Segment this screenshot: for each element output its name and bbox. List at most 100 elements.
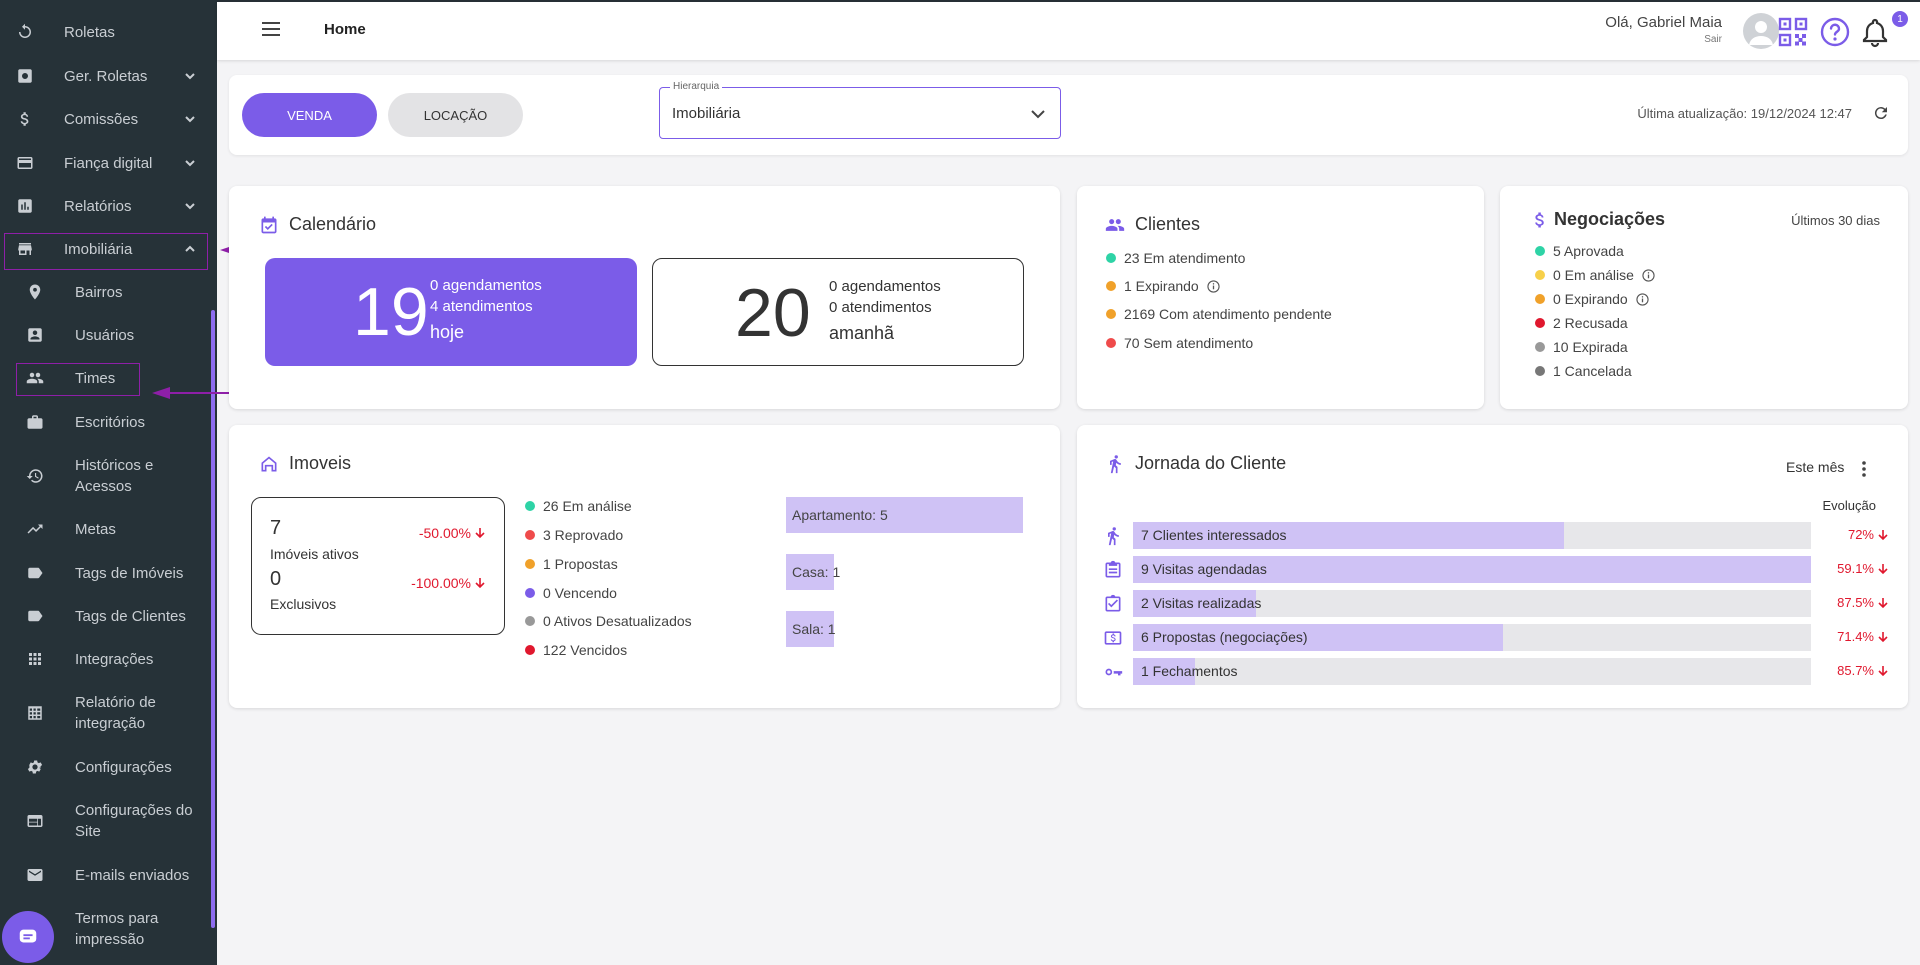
negociacoes-item[interactable]: 1 Cancelada bbox=[1535, 363, 1632, 379]
user-badge-icon bbox=[26, 326, 44, 344]
imoveis-status-label: 0 Ativos Desatualizados bbox=[543, 613, 692, 629]
negociacoes-item[interactable]: 10 Expirada bbox=[1535, 339, 1628, 355]
jornada-row[interactable]: 2 Visitas realizadas 87.5% bbox=[1103, 590, 1888, 617]
sidebar-item-tags-imoveis[interactable]: Tags de Imóveis bbox=[0, 562, 217, 584]
imoveis-status-item[interactable]: 0 Ativos Desatualizados bbox=[525, 613, 692, 629]
menu-icon[interactable] bbox=[262, 22, 280, 36]
hierarquia-label: Hierarquia bbox=[670, 81, 723, 92]
sidebar-item-label: Fiança digital bbox=[64, 154, 153, 172]
status-dot bbox=[1106, 338, 1116, 348]
sidebar-item-relatorios[interactable]: Relatórios bbox=[0, 195, 217, 217]
negociacoes-item-label: 2 Recusada bbox=[1553, 315, 1628, 331]
sidebar-item-historicos[interactable]: Históricos e Acessos bbox=[0, 455, 217, 497]
help-icon[interactable] bbox=[1819, 16, 1851, 48]
sidebar-item-emails[interactable]: E-mails enviados bbox=[0, 864, 217, 886]
sidebar-item-configuracoes-site[interactable]: Configurações do Site bbox=[0, 800, 217, 842]
jornada-row[interactable]: 6 Propostas (negociações) 71.4% bbox=[1103, 624, 1888, 651]
imoveis-ativos-pct-value: -50.00% bbox=[418, 525, 471, 541]
settings-box-icon bbox=[16, 67, 34, 85]
sidebar-item-label: Relatórios bbox=[64, 197, 132, 215]
negociacoes-item[interactable]: 2 Recusada bbox=[1535, 315, 1628, 331]
sidebar-item-termos[interactable]: Termos para impressão bbox=[0, 908, 217, 950]
sidebar-item-imobiliaria[interactable]: Imobiliária bbox=[0, 238, 217, 260]
venda-button[interactable]: VENDA bbox=[242, 93, 377, 137]
sidebar-item-metas[interactable]: Metas bbox=[0, 518, 217, 540]
negociacoes-item[interactable]: 0 Em análise bbox=[1535, 267, 1655, 283]
evolucao-label: Evolução bbox=[1822, 498, 1876, 513]
sidebar-item-fianca-digital[interactable]: Fiança digital bbox=[0, 152, 217, 174]
sidebar-item-relatorio-integracao[interactable]: Relatório de integração bbox=[0, 692, 217, 734]
info-icon[interactable] bbox=[1207, 279, 1220, 293]
jornada-evolucao: 87.5% bbox=[1825, 595, 1889, 610]
imoveis-exclusivos-count: 0 bbox=[270, 568, 282, 590]
status-dot bbox=[1535, 294, 1545, 304]
imoveis-status-item[interactable]: 3 Reprovado bbox=[525, 527, 623, 543]
info-icon[interactable] bbox=[1636, 292, 1649, 306]
sidebar-item-escritorios[interactable]: Escritórios bbox=[0, 411, 217, 433]
imoveis-ativos-count: 7 bbox=[270, 517, 282, 539]
status-dot bbox=[525, 645, 535, 655]
hierarquia-select[interactable]: Hierarquia Imobiliária bbox=[659, 81, 1061, 139]
imoveis-status-label: 0 Vencendo bbox=[543, 585, 617, 601]
more-vert-icon[interactable] bbox=[1861, 460, 1867, 478]
arrow-down-icon bbox=[1878, 529, 1888, 540]
status-dot bbox=[1535, 366, 1545, 376]
clientes-item[interactable]: 23 Em atendimento bbox=[1106, 250, 1245, 266]
clientes-item[interactable]: 1 Expirando bbox=[1106, 278, 1220, 294]
locacao-button[interactable]: LOCAÇÃO bbox=[388, 93, 523, 137]
jornada-period[interactable]: Este mês bbox=[1786, 459, 1845, 475]
sidebar-item-comissoes[interactable]: Comissões bbox=[0, 108, 217, 130]
info-icon[interactable] bbox=[1642, 268, 1655, 282]
bell-icon[interactable] bbox=[1859, 16, 1891, 48]
status-dot bbox=[525, 588, 535, 598]
calendario-hoje[interactable]: 19 0 agendamentos 4 atendimentos hoje bbox=[265, 258, 637, 366]
refresh-icon[interactable] bbox=[1872, 104, 1890, 122]
negociacoes-title-text: Negociações bbox=[1554, 209, 1666, 229]
sidebar-item-bairros[interactable]: Bairros bbox=[0, 281, 217, 303]
imoveis-exclusivos-pct-value: -100.00% bbox=[411, 575, 471, 591]
imoveis-status-item[interactable]: 0 Vencendo bbox=[525, 585, 617, 601]
money-icon bbox=[1104, 631, 1122, 645]
jornada-row[interactable]: 1 Fechamentos 85.7% bbox=[1103, 658, 1888, 685]
imoveis-title: Imoveis bbox=[259, 453, 351, 474]
people-icon bbox=[26, 369, 44, 387]
sidebar-item-tags-clientes[interactable]: Tags de Clientes bbox=[0, 605, 217, 627]
hierarquia-value: Imobiliária bbox=[672, 105, 741, 122]
tipo-bar-sala[interactable]: Sala: 1 bbox=[786, 611, 836, 647]
qr-code-icon[interactable] bbox=[1777, 16, 1809, 48]
imoveis-status-item[interactable]: 1 Propostas bbox=[525, 556, 618, 572]
jornada-row[interactable]: 9 Visitas agendadas 59.1% bbox=[1103, 556, 1888, 583]
jornada-evolucao-value: 59.1% bbox=[1837, 561, 1874, 576]
chat-button[interactable] bbox=[2, 911, 54, 963]
imoveis-status-item[interactable]: 122 Vencidos bbox=[525, 642, 627, 658]
tipo-bar-casa[interactable]: Casa: 1 bbox=[786, 554, 840, 590]
jornada-title: Jornada do Cliente bbox=[1105, 453, 1286, 474]
sidebar-item-integracoes[interactable]: Integrações bbox=[0, 648, 217, 670]
jornada-fill bbox=[1133, 658, 1195, 685]
highlight-imobiliaria bbox=[4, 233, 208, 270]
sidebar-item-configuracoes[interactable]: Configurações bbox=[0, 756, 217, 778]
imoveis-status-item[interactable]: 26 Em análise bbox=[525, 498, 632, 514]
jornada-evolucao: 85.7% bbox=[1825, 663, 1889, 678]
sidebar-item-roletas[interactable]: Roletas bbox=[0, 21, 217, 43]
clientes-item[interactable]: 2169 Com atendimento pendente bbox=[1106, 306, 1332, 322]
tipo-bar-apartamento[interactable]: Apartamento: 5 bbox=[786, 497, 1023, 533]
amanha-atendimentos: 0 atendimentos bbox=[829, 299, 932, 316]
arrow-down-icon bbox=[1878, 597, 1888, 608]
sidebar-scrollbar[interactable] bbox=[211, 310, 215, 928]
sidebar-item-label: Configurações bbox=[75, 758, 172, 776]
sidebar-item-ger-roletas[interactable]: Ger. Roletas bbox=[0, 65, 217, 87]
sidebar: Roletas Ger. Roletas Comissões Fiança di… bbox=[0, 0, 217, 965]
calendario-amanha[interactable]: 20 0 agendamentos 0 atendimentos amanhã bbox=[652, 258, 1024, 366]
jornada-track: 7 Clientes interessados bbox=[1133, 522, 1811, 549]
clientes-item[interactable]: 70 Sem atendimento bbox=[1106, 335, 1253, 351]
negociacoes-item[interactable]: 5 Aprovada bbox=[1535, 243, 1624, 259]
sidebar-item-usuarios[interactable]: Usuários bbox=[0, 324, 217, 346]
negociacoes-item[interactable]: 0 Expirando bbox=[1535, 291, 1649, 307]
sidebar-item-times[interactable]: Times bbox=[0, 367, 217, 389]
logout-link[interactable]: Sair bbox=[1704, 34, 1722, 45]
jornada-row-label: 6 Propostas (negociações) bbox=[1141, 629, 1308, 645]
imoveis-exclusivos-pct: -100.00% bbox=[411, 575, 486, 591]
jornada-row[interactable]: 7 Clientes interessados 72% bbox=[1103, 522, 1888, 549]
avatar[interactable] bbox=[1743, 13, 1779, 49]
